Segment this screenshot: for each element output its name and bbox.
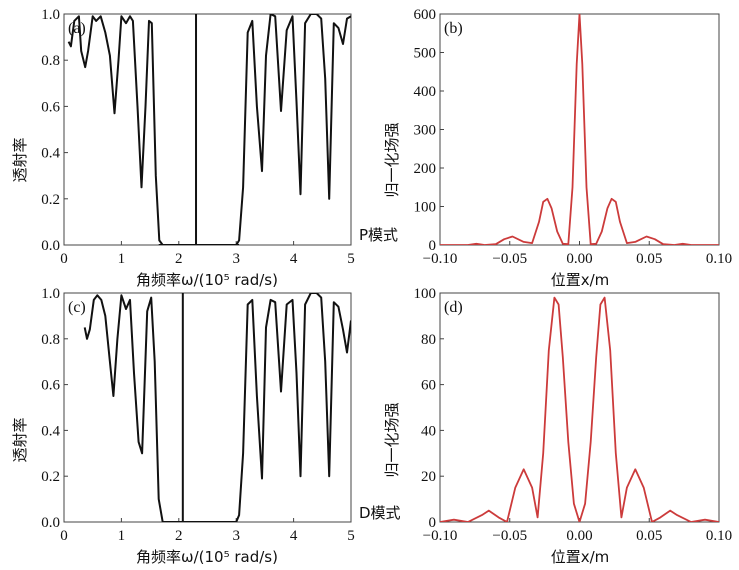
panel-a-ytick-label: 0.4 bbox=[41, 146, 60, 162]
panel-d-ytick-label: 0 bbox=[429, 515, 437, 531]
panel-a-series-1 bbox=[235, 14, 351, 245]
panel-c-ytick-label: 0.4 bbox=[41, 423, 60, 439]
panel-c-xtick-label: 4 bbox=[290, 528, 298, 544]
panel-b-xtick-label: −0.05 bbox=[492, 251, 527, 267]
panel-d-series-0 bbox=[440, 296, 719, 522]
panel-a-xtick-label: 3 bbox=[232, 251, 240, 267]
panel-b-xtick-label: 0.10 bbox=[706, 251, 732, 267]
panel-c-xtick-label: 3 bbox=[232, 528, 240, 544]
panel-b-ylabel: 归一化场强 bbox=[383, 122, 401, 197]
panel-b-xtick-label: 0.05 bbox=[636, 251, 662, 267]
panel-c-series-1 bbox=[235, 293, 351, 522]
panel-b-ytick-label: 300 bbox=[414, 123, 437, 139]
panel-d-xtick-label: −0.10 bbox=[423, 528, 458, 544]
panel-b-ytick-label: 600 bbox=[414, 7, 437, 23]
panel-c-ytick-label: 1.0 bbox=[41, 286, 60, 302]
panel-a-xtick-label: 0 bbox=[60, 251, 68, 267]
panel-b-plot: −0.10 −0.05 0.00 0.05 0.10 0 100 200 300 400 500 60… bbox=[414, 7, 733, 267]
panel-d-plot: −0.10 −0.05 0.00 0.05 0.10 0 20 40 60 80 100 bbox=[414, 286, 733, 544]
panel-b-ytick-label: 100 bbox=[414, 200, 437, 216]
panel-c-ytick-label: 0.6 bbox=[41, 378, 60, 394]
panel-b-series-0 bbox=[440, 14, 719, 245]
panel-b-ytick-label: 400 bbox=[414, 84, 437, 100]
panel-c-ytick-label: 0.8 bbox=[41, 332, 60, 348]
panel-d-xtick-label: 0.10 bbox=[706, 528, 732, 544]
panel-d-frame bbox=[439, 292, 720, 523]
panel-c-plot: 0 1 2 3 4 5 0.0 0.2 0.4 0.6 0.8 1.0 bbox=[41, 286, 355, 544]
panel-a-frame bbox=[63, 13, 352, 246]
p-mode-label: P模式 bbox=[359, 226, 398, 244]
panel-d-ytick-label: 80 bbox=[421, 332, 436, 348]
panel-a-ytick-label: 0.0 bbox=[41, 238, 60, 254]
panel-c-series-0 bbox=[83, 294, 164, 522]
panel-a-xtick-label: 5 bbox=[347, 251, 355, 267]
panel-d-ytick-label: 40 bbox=[421, 423, 436, 439]
panel-a-xtick-label: 1 bbox=[118, 251, 126, 267]
panel-c-xtick-label: 0 bbox=[60, 528, 68, 544]
panel-b-frame bbox=[439, 13, 720, 246]
panel-c-ylabel: 透射率 bbox=[11, 417, 29, 462]
panel-d-ylabel: 归一化场强 bbox=[383, 402, 401, 477]
panel-c-xtick-label: 1 bbox=[118, 528, 126, 544]
panel-b-xtick-label: −0.10 bbox=[423, 251, 458, 267]
panel-a: 0 1 2 3 4 5 0.0 0.2 0.4 0.6 0.8 1.0 (a) 角频率ω/(10⁵ r… bbox=[11, 7, 355, 289]
panel-a-xtick-label: 2 bbox=[175, 251, 183, 267]
panel-a-ytick-label: 1.0 bbox=[41, 7, 60, 23]
panel-d-ytick-label: 60 bbox=[421, 378, 436, 394]
panel-d-xtick-label: 0.00 bbox=[566, 528, 592, 544]
d-mode-label: D模式 bbox=[359, 504, 401, 522]
panel-d-xtick-label: −0.05 bbox=[492, 528, 527, 544]
panel-d-ytick-label: 100 bbox=[414, 286, 437, 302]
panel-a-ylabel: 透射率 bbox=[11, 137, 29, 182]
panel-a-xlabel: 角频率ω/(10⁵ rad/s) bbox=[136, 271, 278, 289]
panel-c: 0 1 2 3 4 5 0.0 0.2 0.4 0.6 0.8 1.0 (c) 角频率ω/(10⁵ r… bbox=[11, 286, 355, 566]
panel-c-ytick-label: 0.0 bbox=[41, 515, 60, 531]
panel-b-ytick-label: 200 bbox=[414, 161, 437, 177]
panel-c-label: (c) bbox=[68, 299, 86, 316]
panel-b-xlabel: 位置x/m bbox=[551, 271, 610, 289]
panel-d: −0.10 −0.05 0.00 0.05 0.10 0 20 40 60 80 100 (d) 位… bbox=[383, 286, 732, 566]
panel-a-xtick-label: 4 bbox=[290, 251, 298, 267]
panel-a-label: (a) bbox=[68, 20, 86, 37]
panel-b-ytick-label: 500 bbox=[414, 46, 437, 62]
panel-b-label: (b) bbox=[444, 20, 463, 37]
panel-c-xtick-label: 5 bbox=[347, 528, 355, 544]
panel-a-series-0 bbox=[67, 15, 164, 245]
panel-a-ytick-label: 0.2 bbox=[41, 192, 60, 208]
panel-a-plot: 0 1 2 3 4 5 0.0 0.2 0.4 0.6 0.8 1.0 bbox=[41, 7, 355, 267]
panel-c-ytick-label: 0.2 bbox=[41, 469, 60, 485]
panel-b-xtick-label: 0.00 bbox=[566, 251, 592, 267]
panel-b: −0.10 −0.05 0.00 0.05 0.10 0 100 200 300 400 500 60… bbox=[383, 7, 732, 289]
panel-d-label: (d) bbox=[444, 299, 463, 316]
panel-c-xlabel: 角频率ω/(10⁵ rad/s) bbox=[136, 548, 278, 566]
panel-a-ytick-label: 0.6 bbox=[41, 99, 60, 115]
panel-d-xtick-label: 0.05 bbox=[636, 528, 662, 544]
panel-d-xlabel: 位置x/m bbox=[551, 548, 610, 566]
panel-a-ytick-label: 0.8 bbox=[41, 53, 60, 69]
panel-c-xtick-label: 2 bbox=[175, 528, 183, 544]
panel-d-ytick-label: 20 bbox=[421, 469, 436, 485]
panel-b-ytick-label: 0 bbox=[429, 238, 437, 254]
